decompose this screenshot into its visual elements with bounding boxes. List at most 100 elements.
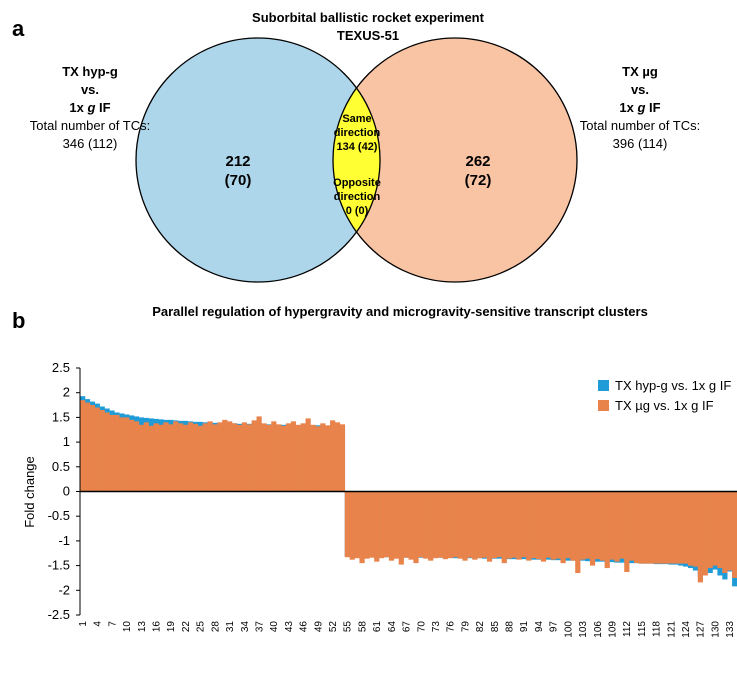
x-tick-label: 52 bbox=[328, 621, 339, 633]
chart-title: Parallel regulation of hypergravity and … bbox=[152, 304, 648, 319]
bar bbox=[462, 491, 468, 561]
bar bbox=[80, 400, 86, 492]
bar bbox=[379, 491, 385, 559]
bar bbox=[506, 491, 512, 559]
bar bbox=[683, 491, 689, 564]
bar bbox=[295, 424, 301, 492]
text: g bbox=[636, 100, 645, 115]
x-tick-label: 67 bbox=[402, 621, 413, 633]
bar bbox=[374, 491, 380, 562]
bar bbox=[535, 491, 542, 560]
y-axis-label: Fold change bbox=[22, 456, 37, 528]
x-tick-label: 73 bbox=[431, 621, 442, 633]
x-tick-label: 64 bbox=[387, 621, 398, 633]
bar bbox=[437, 491, 444, 558]
x-tick-label: 22 bbox=[181, 621, 192, 633]
right-total-label: Total number of TCs: bbox=[580, 118, 700, 133]
bar bbox=[687, 491, 694, 566]
bar bbox=[447, 491, 453, 559]
text: direction bbox=[334, 127, 381, 139]
bar bbox=[413, 491, 419, 564]
bar bbox=[648, 491, 654, 564]
bar bbox=[585, 491, 591, 559]
bar bbox=[383, 491, 390, 558]
bar bbox=[472, 491, 478, 560]
bar bbox=[261, 423, 267, 492]
bar bbox=[168, 424, 174, 492]
right-condition: 1x g IF bbox=[619, 100, 660, 115]
x-tick-label: 106 bbox=[593, 621, 604, 638]
right-count: 262 bbox=[465, 153, 490, 170]
bar bbox=[501, 491, 507, 564]
bar bbox=[300, 423, 306, 492]
x-tick-label: 25 bbox=[196, 621, 207, 633]
bar bbox=[119, 417, 125, 492]
bar bbox=[428, 491, 434, 561]
left-condition: 1x g IF bbox=[69, 100, 110, 115]
bar bbox=[717, 491, 723, 569]
bar bbox=[251, 420, 257, 492]
bar bbox=[227, 421, 233, 492]
bar bbox=[94, 407, 100, 492]
x-tick-label: 1 bbox=[78, 621, 89, 627]
bar bbox=[138, 424, 145, 492]
bar bbox=[104, 412, 110, 492]
bar bbox=[241, 422, 248, 492]
bar bbox=[236, 424, 243, 492]
venn-title: TEXUS-51 bbox=[337, 28, 399, 43]
left-count: 212 bbox=[225, 153, 250, 170]
bar bbox=[84, 402, 91, 492]
bar bbox=[349, 491, 355, 560]
bar bbox=[433, 491, 439, 559]
bar bbox=[310, 424, 316, 492]
left-count-sub: (70) bbox=[225, 172, 252, 189]
bar bbox=[629, 491, 635, 561]
bar bbox=[99, 409, 105, 492]
bar bbox=[560, 491, 566, 564]
x-tick-label: 31 bbox=[225, 621, 236, 633]
text: 1x bbox=[619, 100, 634, 115]
bar bbox=[575, 491, 581, 574]
bar bbox=[609, 491, 615, 560]
bar bbox=[212, 424, 218, 492]
bar bbox=[604, 491, 610, 569]
bar bbox=[320, 423, 326, 492]
bar bbox=[143, 422, 149, 492]
left-total: 346 (112) bbox=[63, 136, 118, 151]
bar bbox=[486, 491, 493, 562]
left-circle bbox=[136, 38, 380, 282]
text: Opposite bbox=[333, 177, 381, 189]
bar bbox=[668, 491, 674, 564]
bar bbox=[403, 491, 409, 558]
x-tick-label: 85 bbox=[490, 621, 501, 633]
bar bbox=[570, 491, 576, 561]
x-tick-label: 91 bbox=[519, 621, 530, 633]
x-tick-label: 103 bbox=[578, 621, 589, 638]
bar bbox=[109, 414, 115, 492]
bar bbox=[388, 491, 395, 561]
bar bbox=[129, 419, 135, 492]
y-tick-label: 2.5 bbox=[52, 360, 70, 375]
bar bbox=[692, 491, 699, 567]
y-tick-label: 0.5 bbox=[52, 459, 70, 474]
x-tick-label: 130 bbox=[710, 621, 721, 638]
bar bbox=[550, 491, 556, 560]
text: 134 (42) bbox=[337, 141, 378, 153]
bar bbox=[624, 491, 630, 573]
y-tick-label: 1.5 bbox=[52, 409, 70, 424]
bar bbox=[482, 491, 488, 558]
text: Same bbox=[342, 113, 371, 125]
bar bbox=[565, 491, 571, 559]
right-title: TX µg bbox=[622, 64, 658, 79]
x-tick-label: 43 bbox=[284, 621, 295, 633]
bar bbox=[266, 424, 272, 492]
right-count-sub: (72) bbox=[465, 172, 492, 189]
bar bbox=[712, 491, 718, 566]
bar bbox=[702, 491, 708, 576]
bar bbox=[599, 491, 605, 561]
bar bbox=[276, 424, 282, 492]
bar bbox=[516, 491, 522, 560]
bar bbox=[594, 491, 601, 560]
bar bbox=[124, 417, 130, 492]
x-tick-label: 55 bbox=[343, 621, 354, 633]
